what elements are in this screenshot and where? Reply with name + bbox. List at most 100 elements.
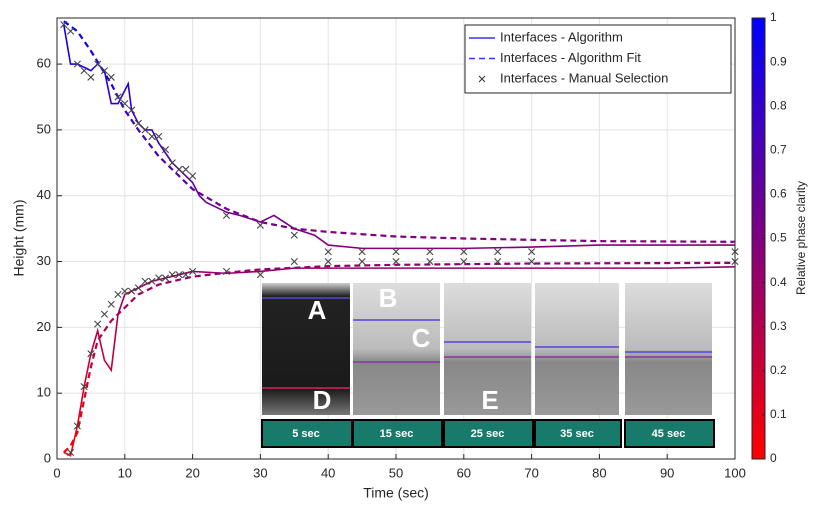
time-label: 5 sec	[292, 428, 320, 440]
inset-frame: 35 sec	[534, 283, 622, 448]
time-label-box	[261, 419, 353, 448]
time-label-box	[352, 419, 443, 448]
colorbar-tick-label: 0.9	[770, 54, 787, 68]
panel-letter: E	[481, 385, 498, 415]
colorbar-tick-label: 1	[770, 10, 777, 24]
marker	[148, 277, 156, 285]
marker	[256, 221, 264, 229]
marker	[256, 271, 264, 279]
y-tick-label: 40	[37, 187, 51, 202]
marker	[460, 248, 468, 256]
time-label: 15 sec	[380, 428, 414, 440]
marker	[324, 257, 332, 266]
colorbar-tick-label: 0.2	[770, 363, 787, 377]
marker	[155, 274, 163, 282]
y-tick-label: 0	[44, 450, 51, 465]
colorbar-tick-label: 0.1	[770, 407, 787, 421]
marker	[175, 165, 183, 173]
panel-letter: D	[313, 385, 332, 415]
legend-marker	[478, 75, 486, 83]
marker	[73, 60, 81, 68]
marker	[80, 383, 88, 391]
marker	[168, 159, 176, 167]
inset-image	[262, 283, 350, 415]
marker	[168, 271, 176, 279]
fit-line	[63, 261, 736, 454]
time-label: 25 sec	[471, 428, 505, 440]
x-axis-title: Time (sec)	[363, 485, 429, 501]
data-line	[62, 24, 735, 250]
marker	[161, 146, 170, 154]
marker	[189, 172, 197, 180]
fit-line	[63, 20, 736, 243]
inset-frame: 45 sec	[624, 283, 715, 448]
marker	[66, 27, 75, 35]
inset-frame: 5 sec	[261, 283, 353, 448]
marker	[392, 257, 400, 266]
time-label-box	[624, 419, 715, 448]
marker	[141, 277, 149, 285]
x-tick-label: 40	[321, 465, 335, 480]
colorbar-tick-label: 0.4	[770, 275, 787, 289]
marker	[358, 248, 366, 256]
inset-image	[625, 283, 712, 415]
time-label: 45 sec	[652, 428, 686, 440]
marker	[155, 132, 163, 141]
inset-image	[353, 283, 440, 415]
marker	[392, 248, 400, 256]
legend-box	[464, 24, 732, 94]
y-axis-title: Height (mm)	[11, 199, 27, 276]
marker	[161, 274, 170, 282]
marker	[731, 257, 739, 266]
marker	[222, 211, 231, 220]
inset-frame: 25 sec	[443, 283, 534, 448]
marker	[528, 257, 536, 266]
panel-letter: B	[379, 283, 398, 313]
marker	[182, 271, 190, 279]
inset-frame: 15 sec	[352, 283, 443, 448]
y-tick-label: 50	[37, 121, 51, 136]
marker	[290, 257, 298, 266]
legend-label: Interfaces - Manual Selection	[500, 70, 668, 85]
panel-letter: A	[308, 295, 327, 325]
marker	[460, 257, 468, 266]
legend: Interfaces - Algorithm Interfaces - Algor…	[464, 24, 732, 94]
time-label: 35 sec	[560, 428, 594, 440]
marker	[121, 287, 129, 295]
marker	[100, 310, 109, 318]
marker	[66, 448, 75, 457]
x-tick-label: 70	[524, 465, 538, 480]
colorbar-tick-label: 0	[770, 451, 777, 465]
x-tick-label: 0	[53, 465, 60, 480]
marker	[141, 126, 149, 134]
inset-image	[535, 283, 619, 415]
y-tick-label: 30	[37, 253, 51, 268]
colorbar-title: Relative phase clarity	[794, 181, 808, 295]
marker	[731, 248, 739, 256]
panel-letter: C	[412, 323, 431, 353]
marker	[73, 422, 81, 430]
y-tick-label: 10	[37, 385, 51, 400]
marker	[494, 248, 502, 256]
marker	[80, 67, 88, 75]
marker	[107, 300, 115, 308]
y-tick-label: 60	[37, 56, 51, 71]
x-tick-label: 10	[118, 465, 132, 480]
marker	[426, 248, 434, 256]
marker	[148, 132, 156, 141]
marker	[94, 320, 102, 328]
marker	[107, 73, 115, 81]
colorbar-tick-label: 0.5	[770, 231, 787, 245]
marker	[358, 257, 366, 266]
x-tick-label: 80	[592, 465, 606, 480]
marker	[182, 165, 190, 173]
marker	[127, 106, 136, 114]
marker	[426, 257, 434, 266]
legend-label: Interfaces - Algorithm	[500, 29, 623, 44]
marker	[134, 119, 142, 127]
inset-image	[444, 283, 531, 415]
legend-label: Interfaces - Algorithm Fit	[500, 50, 641, 65]
marker	[324, 248, 332, 256]
marker	[60, 20, 68, 29]
